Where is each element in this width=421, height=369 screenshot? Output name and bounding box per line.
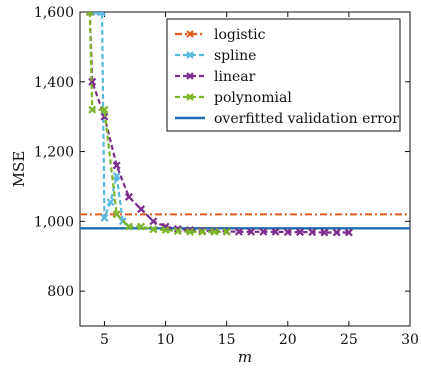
marker-stroke xyxy=(88,12,94,16)
x-tick-label: 25 xyxy=(340,332,358,348)
legend-label: linear xyxy=(214,69,256,85)
marker-stroke xyxy=(234,227,243,236)
marker-stroke xyxy=(112,171,121,180)
series-polynomial-point xyxy=(100,105,109,114)
series-polynomial-point xyxy=(173,227,182,236)
marker-stroke xyxy=(106,198,115,207)
y-tick-label: 1,400 xyxy=(34,75,74,91)
marker-stroke xyxy=(210,227,219,236)
marker-stroke xyxy=(320,228,329,237)
series-linear-point xyxy=(112,161,121,170)
legend-label: spline xyxy=(214,48,256,64)
marker-stroke xyxy=(247,227,256,236)
marker-stroke xyxy=(173,225,182,233)
legend-label: polynomial xyxy=(214,90,292,106)
series-polynomial-point xyxy=(222,227,231,236)
marker-stroke xyxy=(222,227,231,236)
marker-stroke xyxy=(100,105,109,114)
series-spline-point xyxy=(100,213,109,222)
series-linear-point xyxy=(137,205,146,214)
marker-stroke xyxy=(173,227,182,236)
series-linear-point xyxy=(344,228,353,237)
marker-stroke xyxy=(198,227,207,236)
series-linear-point xyxy=(308,228,317,237)
marker-stroke xyxy=(137,205,146,214)
series-linear-point xyxy=(296,228,304,237)
legend-label: overfitted validation error xyxy=(214,111,399,127)
marker-stroke xyxy=(112,210,121,219)
series-linear-point xyxy=(234,227,243,236)
legend-swatch-marker xyxy=(186,51,194,59)
marker-stroke xyxy=(344,228,353,237)
marker-stroke xyxy=(94,12,100,16)
marker-stroke xyxy=(186,227,194,236)
marker-stroke xyxy=(149,225,158,234)
marker-stroke xyxy=(98,12,104,16)
marker-stroke xyxy=(85,12,92,16)
marker-stroke xyxy=(296,228,304,237)
series-polynomial-point xyxy=(161,226,170,235)
series-linear-point xyxy=(259,227,268,236)
series-linear-point xyxy=(124,192,133,201)
marker-stroke xyxy=(149,217,158,226)
marker-stroke xyxy=(88,77,97,86)
series-polynomial-point xyxy=(124,222,133,231)
marker-stroke xyxy=(88,105,97,114)
legend-swatch-marker xyxy=(186,30,194,38)
series-polynomial-point xyxy=(210,227,219,236)
x-tick-label: 15 xyxy=(218,332,236,348)
series-polynomial-point xyxy=(85,12,94,16)
x-axis-label: m xyxy=(238,348,252,366)
x-tick-label: 10 xyxy=(157,332,175,348)
marker-stroke xyxy=(124,222,133,231)
y-axis-label: MSE xyxy=(10,151,28,188)
legend-swatch-marker xyxy=(186,93,194,101)
y-tick-label: 1,200 xyxy=(34,145,74,161)
series-spline-point xyxy=(91,12,100,16)
series-linear-point xyxy=(283,228,292,237)
y-tick-label: 1,000 xyxy=(34,214,74,230)
series-linear-point xyxy=(88,77,97,86)
series-linear-point xyxy=(271,227,280,236)
marker-stroke xyxy=(259,227,268,236)
marker-stroke xyxy=(308,228,317,237)
marker-stroke xyxy=(124,192,133,201)
marker-stroke xyxy=(100,213,109,222)
series-polynomial-point xyxy=(149,225,158,234)
legend-swatch-marker xyxy=(186,72,194,80)
series-linear-point xyxy=(332,228,341,237)
series-polynomial-point xyxy=(88,105,97,114)
series-spline-point xyxy=(106,198,115,207)
series-spline-point xyxy=(98,12,106,16)
series-spline-point xyxy=(112,171,121,180)
series-polynomial-point xyxy=(186,227,194,236)
series-linear-point xyxy=(247,227,256,236)
plot-frame xyxy=(79,11,411,327)
marker-stroke xyxy=(332,228,341,237)
series-linear-line xyxy=(88,12,349,234)
series-polynomial-point xyxy=(112,210,121,219)
plot-area xyxy=(80,12,410,237)
marker-stroke xyxy=(161,226,170,235)
x-tick-label: 5 xyxy=(100,332,109,348)
x-tick-label: 30 xyxy=(401,332,419,348)
x-tick-label: 20 xyxy=(279,332,297,348)
y-tick-label: 800 xyxy=(47,284,74,300)
series-polynomial-point xyxy=(137,222,146,231)
marker-stroke xyxy=(283,228,292,237)
series-linear-point xyxy=(149,217,158,226)
marker-stroke xyxy=(91,12,98,16)
legend-label: logistic xyxy=(214,27,266,43)
marker-stroke xyxy=(112,161,121,170)
y-tick-label: 1,600 xyxy=(34,5,74,21)
series-linear-point xyxy=(320,228,329,237)
marker-stroke xyxy=(100,12,106,16)
legend-box xyxy=(166,18,401,132)
marker-stroke xyxy=(271,227,280,236)
series-polynomial-point xyxy=(198,227,207,236)
marker-stroke xyxy=(137,222,146,231)
